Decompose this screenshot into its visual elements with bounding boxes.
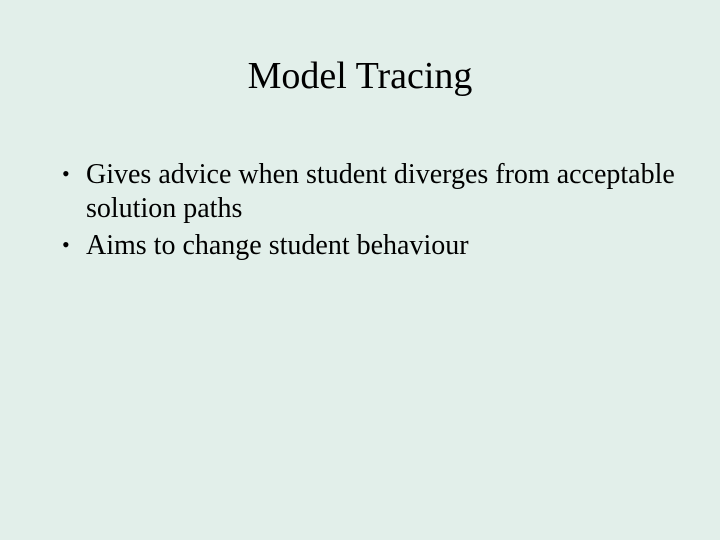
bullet-icon: • bbox=[58, 229, 86, 261]
slide-title: Model Tracing bbox=[0, 54, 720, 98]
slide-body: • Gives advice when student diverges fro… bbox=[58, 158, 680, 267]
list-item: • Gives advice when student diverges fro… bbox=[58, 158, 680, 225]
list-item: • Aims to change student behaviour bbox=[58, 229, 680, 263]
bullet-text: Gives advice when student diverges from … bbox=[86, 158, 680, 225]
bullet-text: Aims to change student behaviour bbox=[86, 229, 680, 263]
slide: Model Tracing • Gives advice when studen… bbox=[0, 0, 720, 540]
bullet-icon: • bbox=[58, 158, 86, 190]
